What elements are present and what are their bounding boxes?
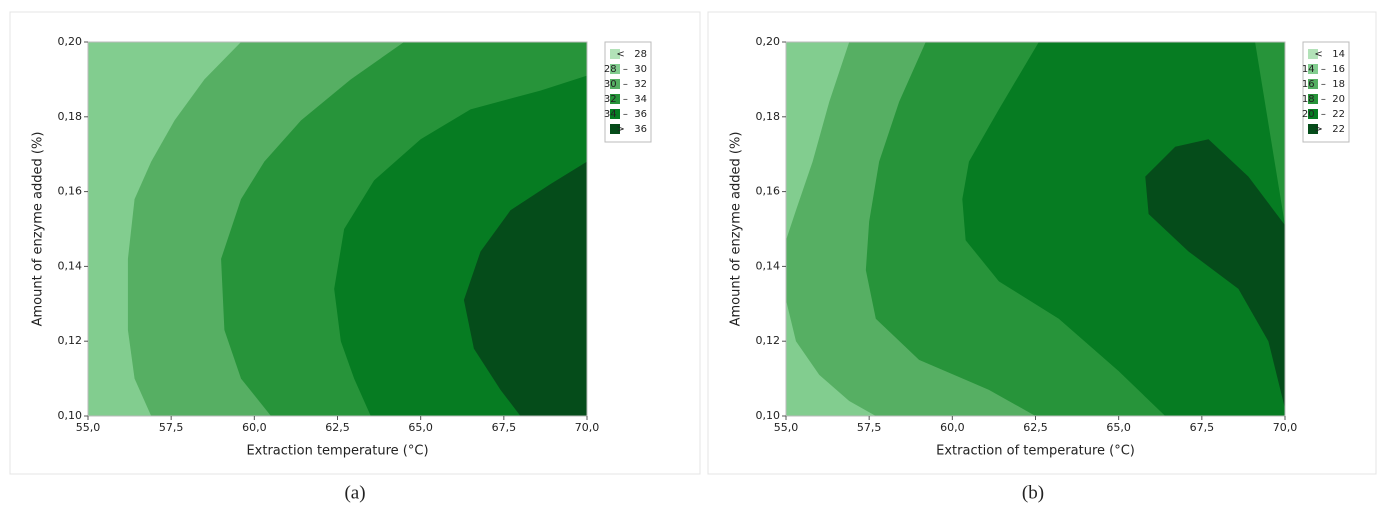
x-tick-label: 57,5 bbox=[857, 421, 882, 434]
contour-region bbox=[962, 42, 1285, 416]
x-tick-label: 57,5 bbox=[159, 421, 184, 434]
legend-swatch bbox=[610, 79, 620, 89]
legend-swatch bbox=[1308, 49, 1318, 59]
panel-label: (b) bbox=[1022, 482, 1044, 503]
x-tick-label: 70,0 bbox=[575, 421, 600, 434]
x-tick-label: 62,5 bbox=[1023, 421, 1048, 434]
y-tick-label: 0,20 bbox=[756, 35, 781, 48]
x-tick-label: 55,0 bbox=[774, 421, 799, 434]
y-tick-label: 0,12 bbox=[58, 334, 83, 347]
legend-swatch bbox=[610, 124, 620, 134]
y-tick-label: 0,10 bbox=[58, 409, 83, 422]
legend-swatch bbox=[610, 49, 620, 59]
legend-label: 20 – 22 bbox=[1302, 109, 1345, 120]
legend-label: 32 – 34 bbox=[604, 94, 647, 105]
x-tick-label: 65,0 bbox=[1106, 421, 1131, 434]
plot-area bbox=[786, 42, 1285, 416]
legend-label: > 36 bbox=[616, 124, 647, 135]
y-tick-label: 0,10 bbox=[756, 409, 781, 422]
x-axis-title: Extraction temperature (°C) bbox=[246, 444, 428, 459]
y-tick-label: 0,20 bbox=[58, 35, 83, 48]
contour-region bbox=[463, 42, 587, 416]
x-tick-label: 70,0 bbox=[1273, 421, 1298, 434]
y-tick-label: 0,16 bbox=[756, 185, 781, 198]
x-tick-label: 65,0 bbox=[408, 421, 433, 434]
x-tick-label: 60,0 bbox=[940, 421, 965, 434]
legend-swatch bbox=[1308, 124, 1318, 134]
legend-label: < 28 bbox=[616, 49, 647, 60]
y-tick-label: 0,14 bbox=[58, 259, 83, 272]
y-axis-title: Amount of enzyme added (%) bbox=[31, 132, 46, 327]
legend-label: 14 – 16 bbox=[1302, 64, 1345, 75]
legend-label: 28 – 30 bbox=[604, 64, 647, 75]
legend-swatch bbox=[1308, 79, 1318, 89]
x-tick-label: 60,0 bbox=[242, 421, 267, 434]
x-tick-label: 67,5 bbox=[492, 421, 517, 434]
y-tick-label: 0,14 bbox=[756, 259, 781, 272]
y-tick-label: 0,18 bbox=[58, 110, 83, 123]
legend-swatch bbox=[610, 109, 620, 119]
contour-region bbox=[1145, 42, 1285, 416]
legend-label: < 14 bbox=[1314, 49, 1345, 60]
legend-swatch bbox=[1308, 64, 1318, 74]
legend-label: 18 – 20 bbox=[1302, 94, 1345, 105]
legend-swatch bbox=[1308, 94, 1318, 104]
legend-swatch bbox=[610, 94, 620, 104]
x-tick-label: 62,5 bbox=[325, 421, 350, 434]
plot-area bbox=[88, 42, 587, 416]
legend-swatch bbox=[610, 64, 620, 74]
x-axis-title: Extraction of temperature (°C) bbox=[936, 444, 1135, 459]
legend-label: 30 – 32 bbox=[604, 79, 647, 90]
legend-label: 34 – 36 bbox=[604, 109, 647, 120]
legend-label: 16 – 18 bbox=[1302, 79, 1345, 90]
y-tick-label: 0,16 bbox=[58, 185, 83, 198]
x-tick-label: 55,0 bbox=[76, 421, 101, 434]
legend-label: > 22 bbox=[1314, 124, 1345, 135]
y-axis-title: Amount of enzyme added (%) bbox=[729, 132, 744, 327]
x-tick-label: 67,5 bbox=[1190, 421, 1215, 434]
panel-label: (a) bbox=[344, 482, 365, 503]
y-tick-label: 0,18 bbox=[756, 110, 781, 123]
y-tick-label: 0,12 bbox=[756, 334, 781, 347]
legend-swatch bbox=[1308, 109, 1318, 119]
